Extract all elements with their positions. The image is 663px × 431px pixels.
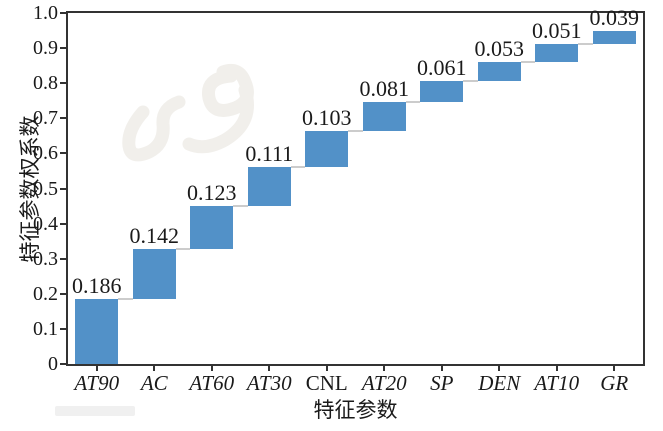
waterfall-bar — [75, 298, 119, 364]
waterfall-bar — [477, 62, 521, 81]
y-axis-tick — [60, 187, 66, 190]
bar-value-label: 0.051 — [532, 18, 582, 44]
y-axis-tick — [60, 292, 66, 295]
step-connector — [118, 297, 133, 300]
x-axis-tick — [210, 366, 213, 371]
step-connector — [348, 129, 363, 132]
step-connector — [233, 204, 248, 207]
waterfall-bar — [535, 44, 579, 63]
y-axis-tick — [60, 222, 66, 225]
x-axis-tick — [613, 366, 616, 371]
step-connector — [290, 165, 306, 168]
x-axis-tick — [95, 366, 98, 371]
waterfall-bar — [132, 248, 176, 299]
y-axis-tick — [60, 257, 66, 260]
x-axis-tick-label: GR — [600, 371, 629, 395]
x-axis-tick — [153, 366, 156, 371]
y-axis-tick-label: 0.8 — [33, 72, 58, 95]
plot-area — [66, 11, 645, 366]
y-axis-tick-label: 0.7 — [33, 107, 58, 130]
x-axis-tick — [325, 366, 328, 371]
bar-value-label: 0.061 — [417, 54, 467, 80]
bar-value-label: 0.123 — [187, 179, 237, 205]
x-axis-tick — [498, 366, 501, 371]
y-axis-tick — [60, 117, 66, 120]
x-axis-tick-label: AT10 — [534, 371, 580, 395]
x-axis-tick-label: CNL — [305, 371, 348, 395]
waterfall-bar — [592, 30, 636, 45]
bar-value-label: 0.039 — [589, 4, 640, 30]
watermark-stripe — [55, 406, 135, 416]
x-axis-tick-label: AT60 — [189, 371, 235, 395]
step-connector — [175, 247, 191, 250]
x-axis-tick-label: SP — [430, 371, 454, 395]
bar-value-label: 0.111 — [245, 140, 294, 166]
step-connector — [578, 43, 593, 46]
waterfall-bar — [190, 205, 234, 249]
y-axis-tick-label: 0 — [48, 353, 58, 375]
bar-value-label: 0.103 — [302, 104, 352, 130]
waterfall-bar — [420, 80, 464, 103]
x-axis-tick-label: AT20 — [361, 371, 407, 395]
x-axis-tick — [383, 366, 386, 371]
step-connector — [405, 101, 421, 104]
x-axis-tick-label: DEN — [478, 371, 521, 395]
y-axis-tick-label: 0.4 — [33, 212, 58, 235]
x-axis-tick-label: AT30 — [246, 371, 292, 395]
bar-value-label: 0.186 — [72, 272, 122, 298]
y-axis-tick-label: 0.2 — [33, 282, 58, 305]
y-axis-title: 特征参数权系数 — [18, 115, 42, 262]
watermark-glyph — [122, 63, 254, 162]
y-axis-tick-label: 0.5 — [33, 177, 58, 200]
bar-value-label: 0.081 — [359, 76, 410, 102]
x-axis-title: 特征参数 — [313, 398, 398, 422]
bar-value-label: 0.142 — [129, 222, 180, 248]
y-axis-tick — [60, 327, 66, 330]
y-axis-tick-label: 0.6 — [33, 142, 58, 165]
waterfall-bar — [362, 102, 406, 131]
y-axis-tick — [60, 12, 66, 14]
y-axis-tick-label: 0.1 — [33, 317, 58, 340]
y-axis-tick-label: 1.0 — [33, 2, 58, 24]
waterfall-bar — [305, 130, 349, 167]
x-axis-tick-label: AT90 — [74, 371, 120, 395]
x-axis-tick-label: AC — [140, 371, 168, 395]
y-axis-tick-label: 0.3 — [33, 247, 58, 270]
x-axis-tick — [555, 366, 558, 371]
x-axis-tick — [440, 366, 443, 371]
step-connector — [520, 61, 536, 64]
y-axis-tick — [60, 363, 66, 365]
step-connector — [463, 79, 478, 82]
y-axis-tick-label: 0.9 — [33, 37, 58, 60]
y-axis-tick — [60, 82, 66, 85]
y-axis-tick — [60, 152, 66, 155]
y-axis-tick — [60, 47, 66, 50]
bar-value-label: 0.053 — [474, 36, 525, 62]
waterfall-bar — [247, 166, 291, 206]
x-axis-tick — [268, 366, 271, 371]
